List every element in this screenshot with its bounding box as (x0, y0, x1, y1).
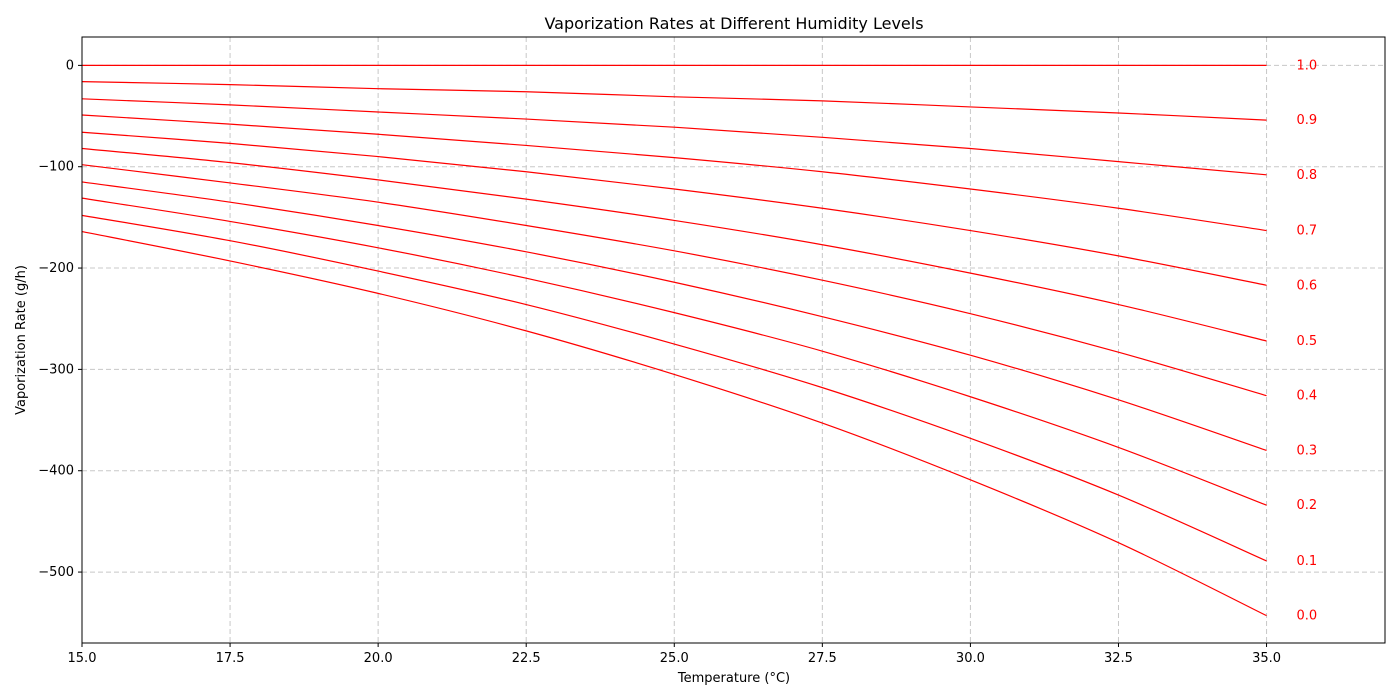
series-label-0.1: 0.1 (1297, 554, 1318, 569)
y-tick-label: −100 (38, 160, 74, 175)
series-label-0.7: 0.7 (1297, 224, 1318, 239)
x-tick-label: 25.0 (660, 651, 689, 666)
series-line-0.9 (81, 80, 1267, 121)
y-axis-label: Vaporization Rate (g/h) (14, 265, 29, 415)
x-tick-label: 15.0 (68, 651, 97, 666)
series-line-0.6 (81, 131, 1267, 286)
y-tick-label: −400 (38, 464, 74, 479)
x-tick-label: 32.5 (1104, 651, 1133, 666)
series-label-0.2: 0.2 (1297, 498, 1318, 513)
series-line-0.4 (81, 164, 1267, 397)
series-labels: 1.0 0.9 0.8 0.7 0.6 0.5 0.4 0.3 0.2 0.1 0.0 (1297, 58, 1318, 623)
y-tick-label: −300 (38, 362, 74, 377)
y-tick-label: −500 (38, 565, 74, 580)
x-tick-label: 22.5 (512, 651, 541, 666)
x-tick-label: 17.5 (216, 651, 245, 666)
series-line-0.7 (81, 114, 1267, 232)
x-tick-label: 35.0 (1252, 651, 1281, 666)
x-tick-label: 27.5 (808, 651, 837, 666)
x-tick-label: 30.0 (956, 651, 985, 666)
series-label-1.0: 1.0 (1297, 58, 1318, 73)
series-label-0.3: 0.3 (1297, 443, 1318, 458)
series-label-0.0: 0.0 (1297, 609, 1318, 624)
series-lines (81, 64, 1267, 617)
series-line-0.8 (81, 98, 1267, 176)
series-label-0.5: 0.5 (1297, 334, 1318, 349)
series-line-0.0 (81, 230, 1267, 617)
y-tick-label: −200 (38, 261, 74, 276)
series-line-0.1 (81, 214, 1267, 562)
series-label-0.6: 0.6 (1297, 278, 1318, 293)
chart-title: Vaporization Rates at Different Humidity… (544, 14, 923, 33)
x-tick-label: 20.0 (364, 651, 393, 666)
axes: 15.0 17.5 20.0 22.5 25.0 27.5 30.0 32.5 35.0 0 −10… (38, 36, 1386, 666)
y-tick-label: 0 (66, 58, 74, 73)
series-line-0.2 (81, 197, 1267, 506)
series-line-0.5 (81, 147, 1267, 342)
series-label-0.4: 0.4 (1297, 389, 1318, 404)
plot-frame (81, 36, 1386, 644)
series-line-0.3 (81, 181, 1267, 452)
series-label-0.8: 0.8 (1297, 168, 1318, 183)
series-label-0.9: 0.9 (1297, 113, 1318, 128)
x-axis-label: Temperature (°C) (677, 671, 790, 686)
